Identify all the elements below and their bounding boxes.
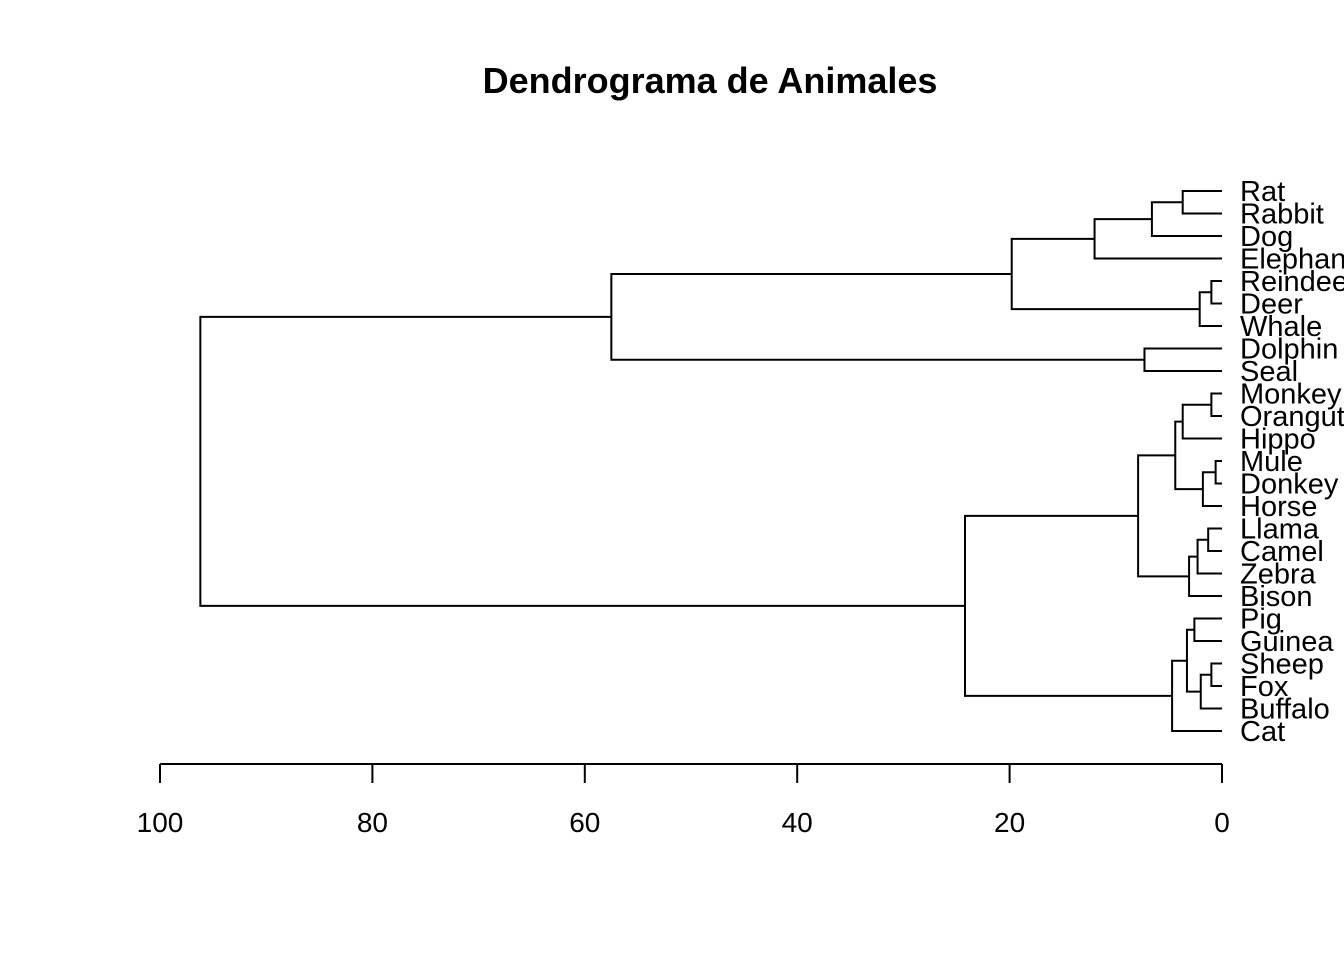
leaf-label: Guinea Pig (1240, 626, 1344, 658)
dendrogram-link (1207, 527, 1222, 552)
dendrogram-link (1201, 471, 1222, 507)
leaf-label: Horse (1240, 491, 1317, 523)
leaf-label: Mule (1240, 446, 1303, 478)
dendrogram-link (1181, 190, 1222, 215)
leaf-label: Buffalo (1240, 694, 1330, 726)
dendrogram-link (1198, 291, 1222, 327)
leaf-label: Dolphin (1240, 334, 1338, 366)
dendrogram-link (1210, 392, 1222, 417)
leaf-label: Fox (1240, 671, 1289, 703)
dendrogram-link (199, 315, 965, 607)
leaf-label: Zebra (1240, 559, 1317, 591)
leaf-label: Pig (1240, 604, 1282, 636)
tick-label: 40 (782, 807, 813, 838)
chart-title: Dendrograma de Animales (483, 60, 938, 101)
tick-label: 100 (137, 807, 184, 838)
dendrogram-link (1174, 420, 1203, 491)
leaf-label: Hippo (1240, 424, 1316, 456)
leaf-label: Dog (1240, 221, 1293, 253)
leaf-label: Whale (1240, 311, 1322, 343)
dendrogram-tree (199, 190, 1222, 732)
leaf-labels: RatRabbitDogElephantReindeerDeerWhaleDol… (1240, 176, 1344, 748)
dendrogram-link (1210, 280, 1222, 305)
leaf-label: Cat (1240, 716, 1285, 748)
leaf-label: Camel (1240, 536, 1324, 568)
dendrogram-link (610, 272, 1145, 361)
leaf-label: Rabbit (1240, 199, 1324, 231)
dendrogram-link (1188, 555, 1222, 597)
tick-label: 0 (1214, 807, 1230, 838)
dendrogram-link (1171, 659, 1222, 732)
leaf-label: Seal (1240, 356, 1298, 388)
leaf-label: Rat (1240, 176, 1285, 208)
dendrogram-link (1143, 347, 1222, 372)
tick-label: 60 (569, 807, 600, 838)
dendrogram-link (1150, 201, 1222, 237)
leaf-label: Deer (1240, 289, 1303, 321)
leaf-label: Bison (1240, 581, 1313, 613)
dendrogram-link (1137, 454, 1190, 578)
dendrogram-link (1010, 237, 1200, 311)
dendrogram-link (1210, 662, 1222, 687)
tick-label: 80 (357, 807, 388, 838)
dendrogram-link (1093, 218, 1222, 260)
x-axis: 100 80 60 40 20 0 (137, 763, 1230, 838)
leaf-label: Reindeer (1240, 266, 1344, 298)
dendrogram-link (1214, 460, 1222, 485)
leaf-label: Orangutan (1240, 401, 1344, 433)
leaf-label: Monkey (1240, 379, 1342, 411)
dendrogram-link (963, 514, 1173, 697)
leaf-label: Donkey (1240, 469, 1339, 501)
leaf-label: Sheep (1240, 649, 1324, 681)
dendrogram-link (1196, 538, 1222, 575)
dendrogram-link (1181, 403, 1222, 440)
leaf-label: Llama (1240, 514, 1320, 546)
dendrogram-link (1193, 617, 1222, 642)
leaf-label: Elephant (1240, 244, 1344, 276)
tick-label: 20 (994, 807, 1025, 838)
